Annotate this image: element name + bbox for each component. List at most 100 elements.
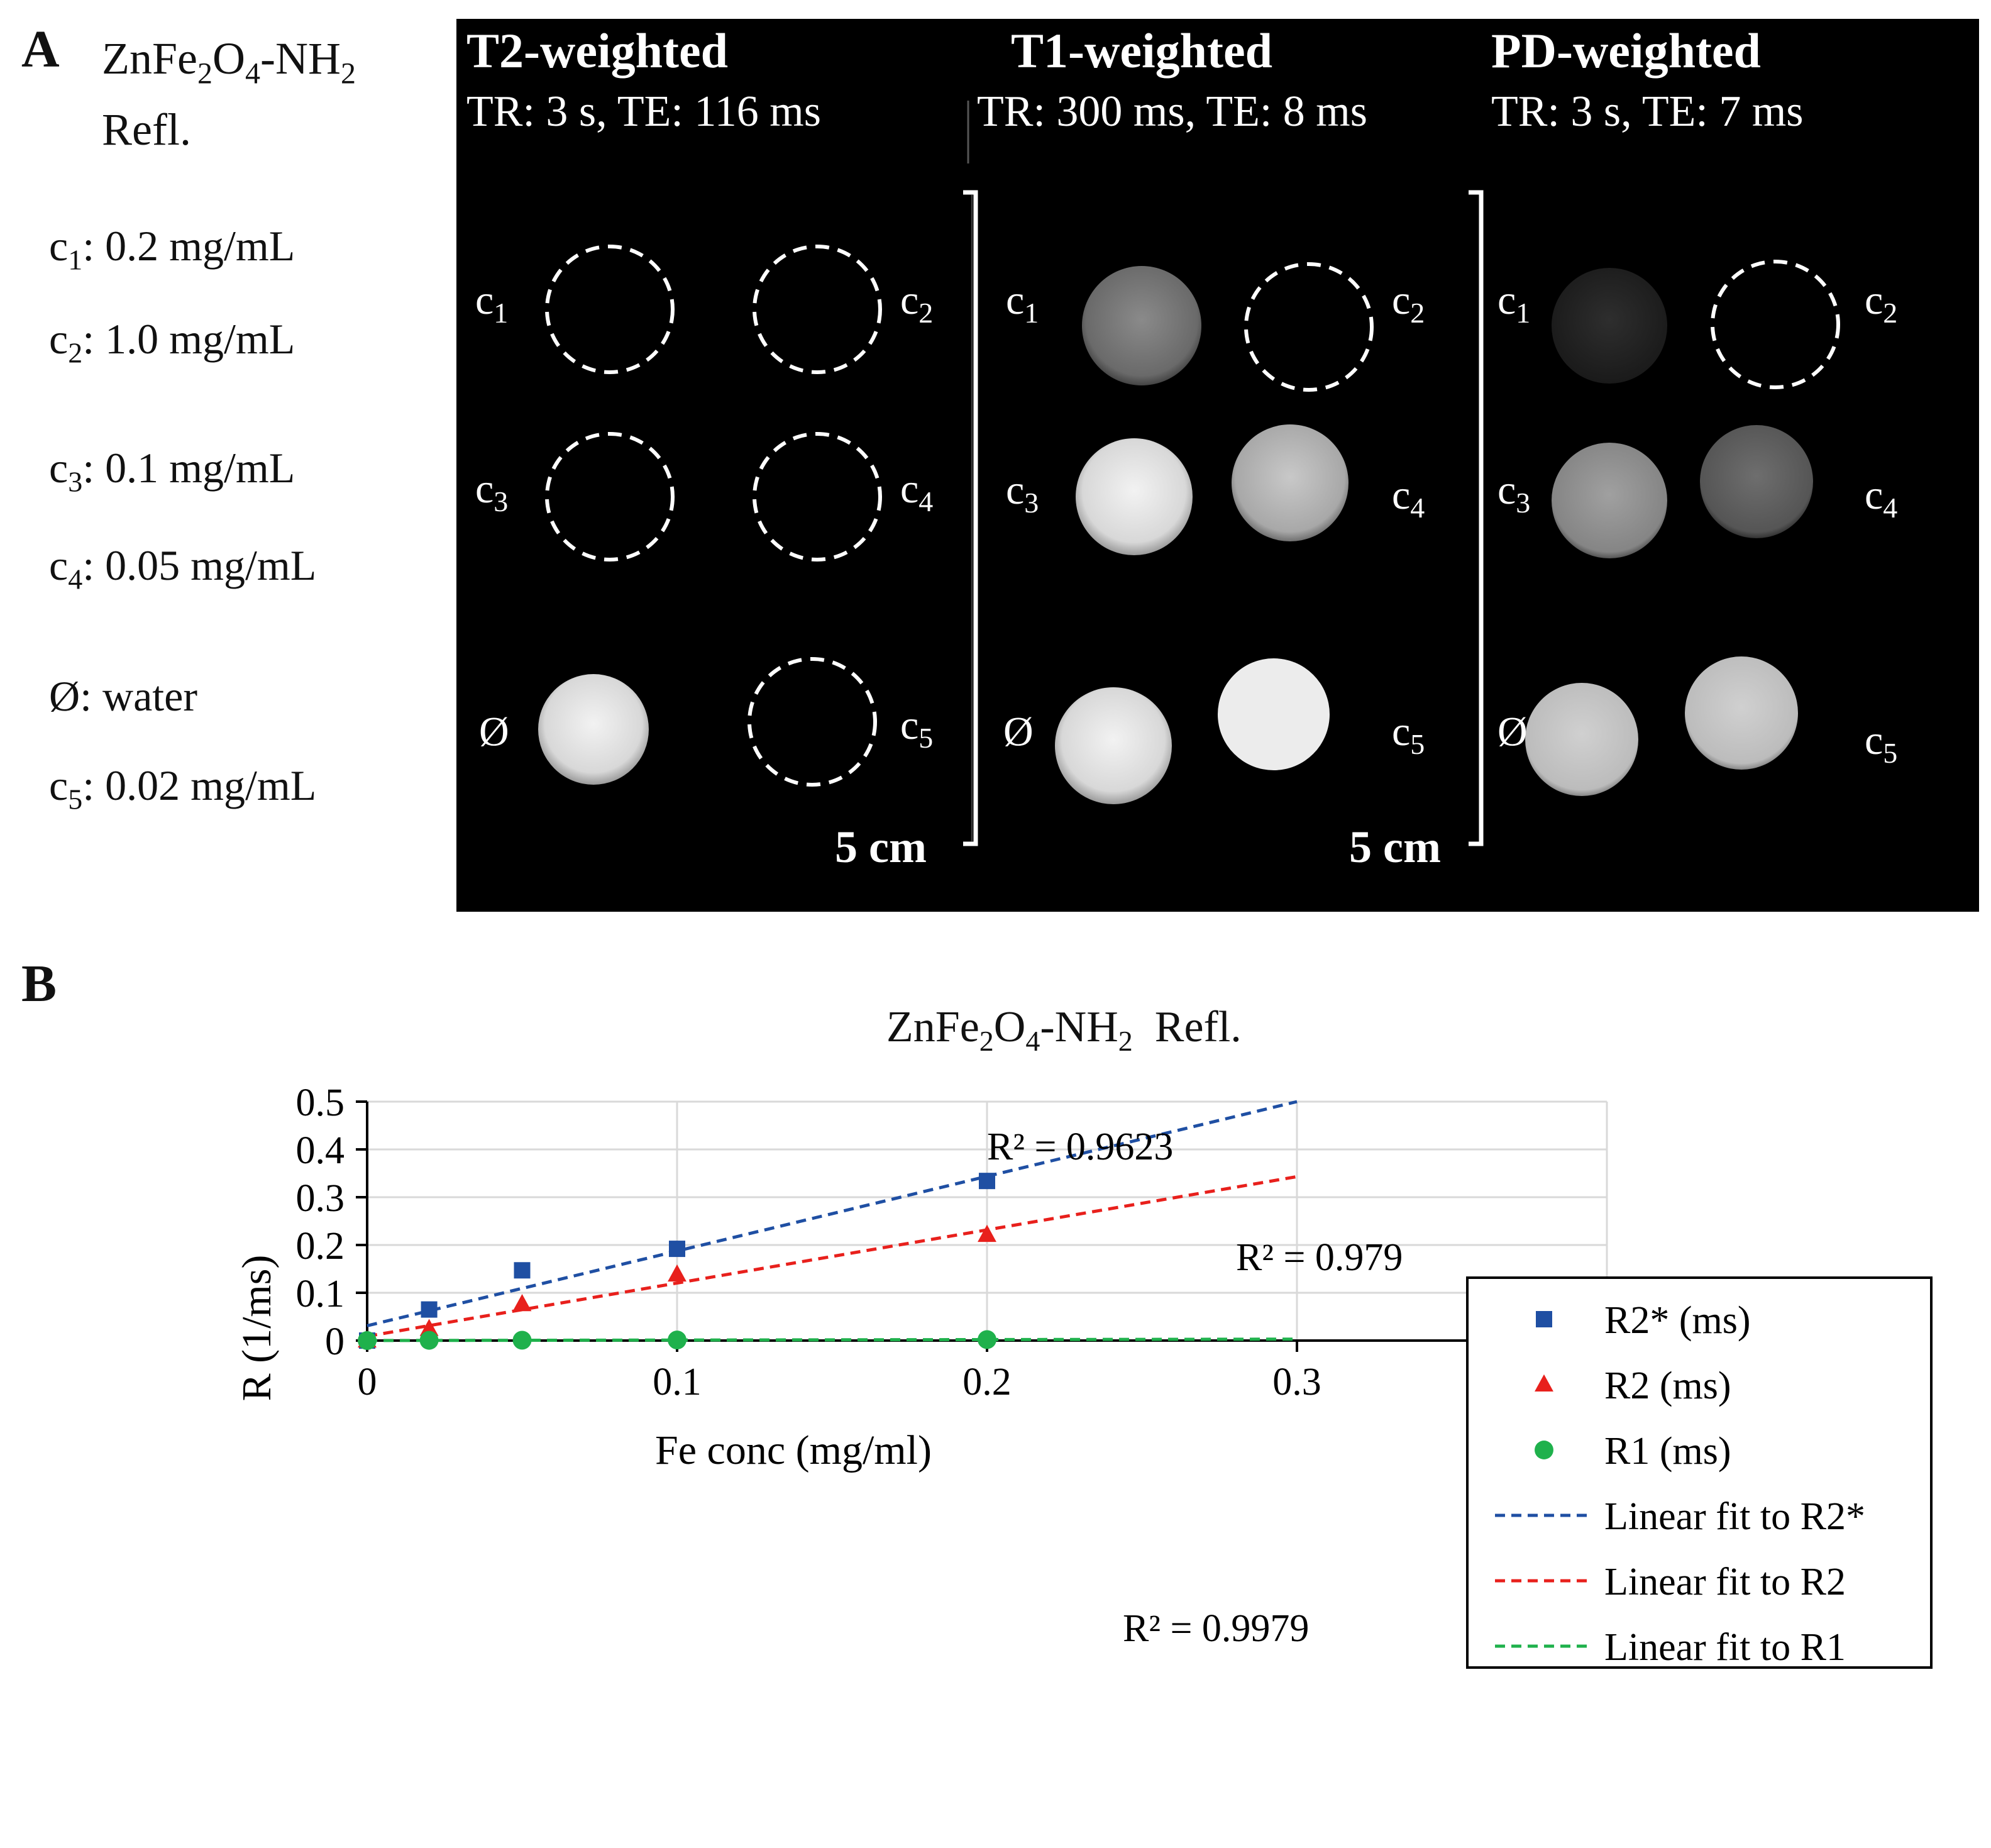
scale-bar [1469, 190, 1484, 846]
panel-a-letter: A [21, 20, 60, 79]
data-point-circle [512, 1331, 532, 1350]
r2-label: R² = 0.979 [1236, 1236, 1403, 1279]
sample-c5 [1685, 656, 1798, 770]
sample-c5 [1218, 658, 1330, 770]
fit-line [367, 1175, 1298, 1338]
label-water: Ø [1003, 709, 1034, 755]
data-point-triangle [978, 1224, 996, 1242]
compound-refl: Refl. [102, 104, 191, 155]
data-point-square [669, 1241, 685, 1258]
conc-item: c3: 0.1 mg/mL [49, 444, 295, 498]
label-c1: c1 [475, 277, 509, 329]
y-tick-label: 0.1 [296, 1273, 345, 1315]
y-tick-label: 0 [325, 1320, 345, 1363]
label-c3: c3 [475, 466, 509, 518]
sample-outline [545, 432, 675, 562]
data-point-circle [1535, 1441, 1553, 1459]
panel-b-letter: B [21, 954, 57, 1013]
label-water: Ø [479, 709, 509, 755]
sample-water [1055, 687, 1172, 804]
data-point-triangle [668, 1264, 687, 1282]
mri-phantom-graphic [538, 101, 1840, 846]
data-point-circle [668, 1331, 687, 1350]
sample-c3 [1076, 438, 1193, 555]
sample-c4 [1700, 425, 1813, 538]
sample-water [1525, 683, 1638, 796]
sample-c4 [1232, 424, 1348, 541]
label-c3: c3 [1006, 467, 1039, 519]
data-point-triangle [512, 1293, 532, 1312]
sample-water [538, 674, 649, 785]
data-point-triangle [419, 1319, 439, 1336]
pd-title: PD-weighted [1491, 23, 1761, 78]
t1-params: TR: 300 ms, TE: 8 ms [977, 87, 1367, 136]
pd-params: TR: 3 s, TE: 7 ms [1491, 87, 1804, 136]
t1-title: T1-weighted [1011, 23, 1272, 78]
y-tick-label: 0.3 [296, 1177, 345, 1220]
fit-line [367, 1100, 1298, 1327]
t2-scale-label: 5 cm [835, 822, 927, 872]
data-point-square [1536, 1311, 1552, 1327]
label-c5: c5 [1392, 709, 1425, 761]
data-point-triangle [1535, 1374, 1553, 1392]
sample-outline [747, 657, 877, 787]
legend-label: R1 (ms) [1604, 1430, 1731, 1473]
fit-line [367, 1337, 1298, 1342]
x-tick-label: 0.3 [1272, 1361, 1321, 1403]
sample-outline [1244, 262, 1374, 392]
x-axis-label: Fe conc (mg/ml) [655, 1427, 932, 1473]
label-c4: c4 [1392, 472, 1425, 524]
sample-c3 [1552, 443, 1667, 558]
y-axis-label: R (1/ms) [234, 1255, 280, 1402]
legend-label: R2* (ms) [1604, 1299, 1751, 1342]
label-water: Ø [1497, 709, 1528, 755]
label-c1: c1 [1006, 277, 1039, 329]
legend-label: Linear fit to R1 [1604, 1626, 1846, 1669]
label-c1: c1 [1497, 277, 1531, 329]
conc-item: c2: 1.0 mg/mL [49, 315, 295, 369]
label-c4: c4 [1865, 472, 1898, 524]
sample-c1 [1082, 266, 1201, 385]
compound-name: ZnFe2O4-NH2 [102, 33, 356, 91]
label-c2: c2 [1392, 277, 1425, 329]
y-tick-label: 0.5 [296, 1082, 345, 1124]
legend-box [1466, 1276, 1933, 1669]
sample-outline [545, 245, 675, 374]
conc-item: Ø: water [49, 672, 198, 720]
y-tick-label: 0.2 [296, 1225, 345, 1268]
x-tick-label: 0.2 [962, 1361, 1012, 1403]
data-point-square [514, 1262, 531, 1279]
chart-title: ZnFe2O4-NH2 Refl. [886, 1003, 1242, 1057]
scale-bar [963, 190, 978, 846]
sample-outline [753, 245, 882, 374]
t2-params: TR: 3 s, TE: 116 ms [466, 87, 821, 136]
label-c5: c5 [1865, 717, 1898, 770]
legend-label: Linear fit to R2* [1604, 1495, 1865, 1538]
sample-outline [1711, 260, 1840, 389]
mri-image-panel: T2-weighted TR: 3 s, TE: 116 ms T1-weigh… [456, 19, 1979, 912]
data-point-circle [419, 1331, 439, 1350]
r2-label: R² = 0.9623 [987, 1126, 1173, 1168]
label-c5: c5 [900, 702, 934, 755]
t1-scale-label: 5 cm [1349, 822, 1441, 872]
t2-title: T2-weighted [466, 23, 728, 78]
label-c3: c3 [1497, 467, 1531, 519]
data-point-circle [358, 1331, 377, 1350]
legend-label: R2 (ms) [1604, 1364, 1731, 1407]
r2-label: R² = 0.9979 [1123, 1607, 1309, 1650]
data-point-square [979, 1173, 995, 1190]
conc-item: c1: 0.2 mg/mL [49, 222, 295, 276]
y-tick-label: 0.4 [296, 1129, 345, 1172]
x-tick-label: 0 [358, 1361, 377, 1403]
sample-c1 [1552, 268, 1667, 384]
label-c2: c2 [900, 277, 934, 329]
x-tick-label: 0.1 [653, 1361, 702, 1403]
chart-area: 00.10.20.30.400.10.20.30.40.5Fe conc (mg… [234, 1082, 1933, 1669]
data-point-circle [978, 1330, 996, 1349]
conc-item: c5: 0.02 mg/mL [49, 761, 317, 816]
label-c4: c4 [900, 466, 934, 518]
conc-item: c4: 0.05 mg/mL [49, 541, 317, 595]
label-c2: c2 [1865, 277, 1898, 329]
data-point-square [421, 1301, 438, 1318]
sample-outline [753, 432, 882, 562]
